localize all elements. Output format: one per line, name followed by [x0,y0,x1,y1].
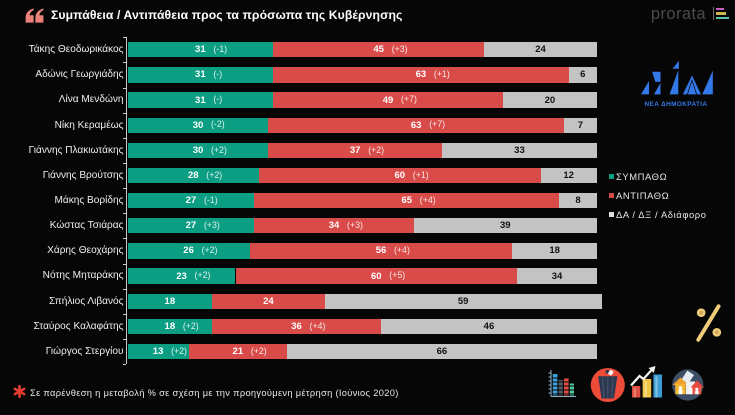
svg-text:ΝΕΑ ΔΗΜΟΚΡΑΤΙΑ: ΝΕΑ ΔΗΜΟΚΡΑΤΙΑ [645,101,708,108]
